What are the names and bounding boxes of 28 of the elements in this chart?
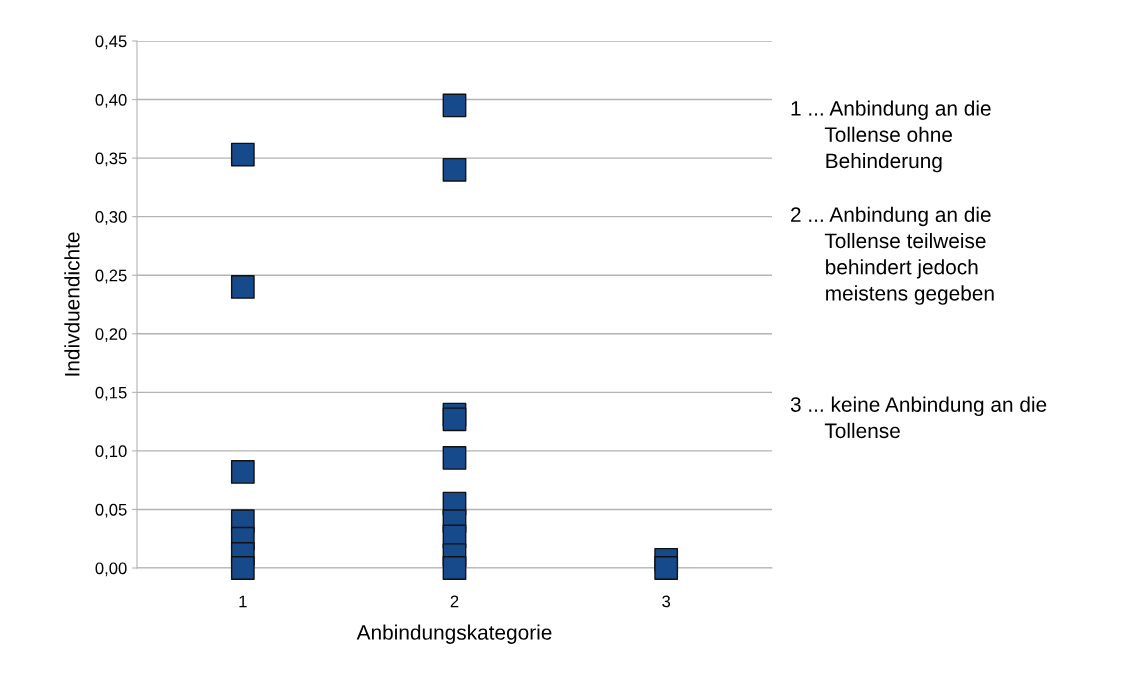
point — [442, 446, 467, 470]
point — [230, 460, 255, 484]
text: 3 ... keine Anbindung an die Tollense — [790, 396, 1047, 439]
point — [442, 556, 467, 580]
point — [442, 157, 467, 182]
text: 1 ... Anbindung an die Tollense ohne Behinderung — [791, 100, 991, 173]
point — [230, 275, 255, 299]
point — [230, 142, 255, 167]
y-tick-label: 0,35 — [95, 152, 127, 167]
x-tick-label: 2 — [450, 595, 459, 608]
point — [230, 556, 255, 580]
y-axis-title: Indivduendichte — [64, 232, 80, 376]
y-tick-label: 0,15 — [95, 386, 127, 401]
y-tick-label: 0,05 — [95, 503, 127, 518]
y-tick-label: 0,45 — [95, 35, 127, 50]
x-tick-label: 1 — [239, 595, 247, 608]
y-tick-label: 0,40 — [95, 93, 127, 108]
point — [442, 407, 467, 432]
y-tick-label: 0,00 — [95, 562, 127, 577]
x-axis-title: Anbindungskategorie — [356, 624, 552, 644]
point — [654, 556, 679, 580]
y-tick-label: 0,20 — [95, 328, 127, 342]
x-tick-label: 3 — [662, 595, 671, 608]
y-tick-label: 0,30 — [95, 211, 127, 225]
point — [442, 93, 467, 118]
y-tick-label: 0,25 — [95, 269, 127, 284]
y-tick-label: 0,10 — [95, 445, 127, 460]
text: 2 ... Anbindung an die Tollense teilweise behindert jedoch meistens gegeben — [791, 206, 994, 305]
